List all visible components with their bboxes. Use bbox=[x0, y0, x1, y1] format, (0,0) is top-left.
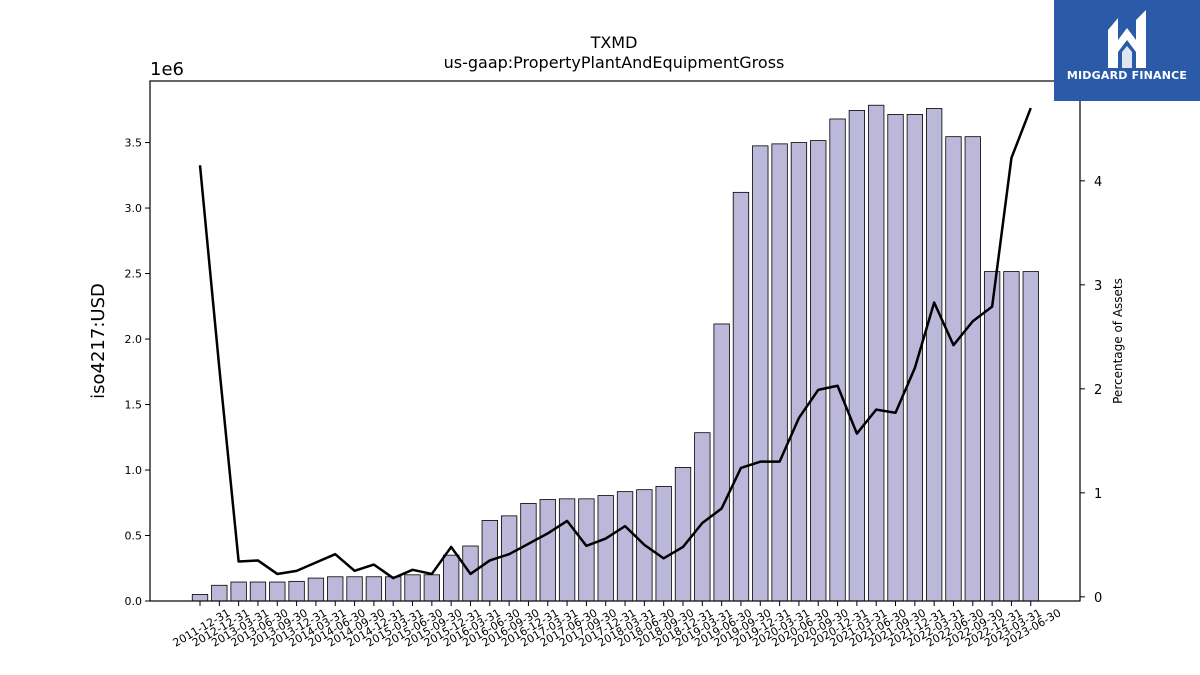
y2-tick-label: 3 bbox=[1094, 279, 1102, 294]
bar bbox=[906, 114, 923, 602]
y2-tick-label: 4 bbox=[1094, 175, 1102, 190]
percentage-line bbox=[198, 107, 1032, 580]
bar bbox=[211, 584, 228, 602]
y2-tick-label: 1 bbox=[1094, 487, 1102, 502]
brand-logo: MIDGARD FINANCE bbox=[1054, 0, 1200, 101]
bar bbox=[539, 499, 556, 602]
bar bbox=[269, 581, 286, 602]
bar bbox=[288, 580, 305, 602]
y-tick-label: 2.0 bbox=[125, 333, 143, 346]
y-scale-label: 1e6 bbox=[150, 59, 184, 80]
bar bbox=[1003, 271, 1020, 602]
bar bbox=[713, 323, 730, 602]
bar bbox=[694, 432, 711, 602]
bar bbox=[385, 576, 402, 602]
bar bbox=[829, 118, 846, 602]
bar bbox=[674, 466, 692, 602]
bar bbox=[597, 495, 614, 602]
bar bbox=[443, 554, 460, 602]
bar bbox=[307, 577, 325, 602]
bar bbox=[655, 485, 672, 602]
bar bbox=[500, 515, 518, 602]
bar bbox=[230, 581, 247, 602]
bar bbox=[926, 108, 943, 602]
bar bbox=[790, 142, 808, 602]
plot-frame bbox=[149, 80, 1081, 602]
bar bbox=[404, 574, 421, 602]
bar bbox=[191, 594, 209, 602]
y-tick-label: 3.5 bbox=[125, 137, 143, 150]
y-tick-label: 1.5 bbox=[125, 399, 143, 412]
bar bbox=[423, 574, 440, 602]
y2-tick-label: 2 bbox=[1094, 383, 1102, 398]
y2-axis-label: Percentage of Assets bbox=[1111, 278, 1125, 404]
bar bbox=[346, 576, 363, 602]
bar bbox=[327, 576, 344, 602]
bar bbox=[983, 271, 1001, 602]
midgard-logo-icon bbox=[1108, 10, 1146, 68]
y-tick-label: 3.0 bbox=[125, 202, 143, 215]
y-axis-label: iso4217:USD bbox=[88, 283, 109, 399]
chart-subtitle: us-gaap:PropertyPlantAndEquipmentGross bbox=[444, 53, 785, 72]
y-tick-label: 2.5 bbox=[125, 268, 143, 281]
y-tick-label: 0.0 bbox=[125, 595, 143, 608]
bar bbox=[558, 498, 576, 602]
chart-title: TXMD bbox=[590, 33, 638, 52]
bar bbox=[964, 136, 981, 602]
bar bbox=[732, 191, 750, 602]
bar bbox=[810, 140, 827, 602]
bar bbox=[848, 110, 866, 602]
bar bbox=[578, 498, 595, 602]
bar bbox=[616, 491, 634, 602]
y-tick-label: 0.5 bbox=[125, 530, 143, 543]
bar bbox=[365, 576, 383, 602]
bar bbox=[1022, 271, 1039, 602]
y-tick-label: 1.0 bbox=[125, 464, 143, 477]
brand-name: MIDGARD FINANCE bbox=[1066, 69, 1188, 82]
bar bbox=[945, 136, 962, 602]
bar bbox=[887, 114, 904, 602]
bar bbox=[249, 581, 267, 602]
y2-tick-label: 0 bbox=[1094, 591, 1102, 606]
bar bbox=[771, 143, 788, 602]
bar bbox=[520, 503, 537, 602]
bar bbox=[752, 145, 769, 602]
bar bbox=[868, 104, 885, 602]
